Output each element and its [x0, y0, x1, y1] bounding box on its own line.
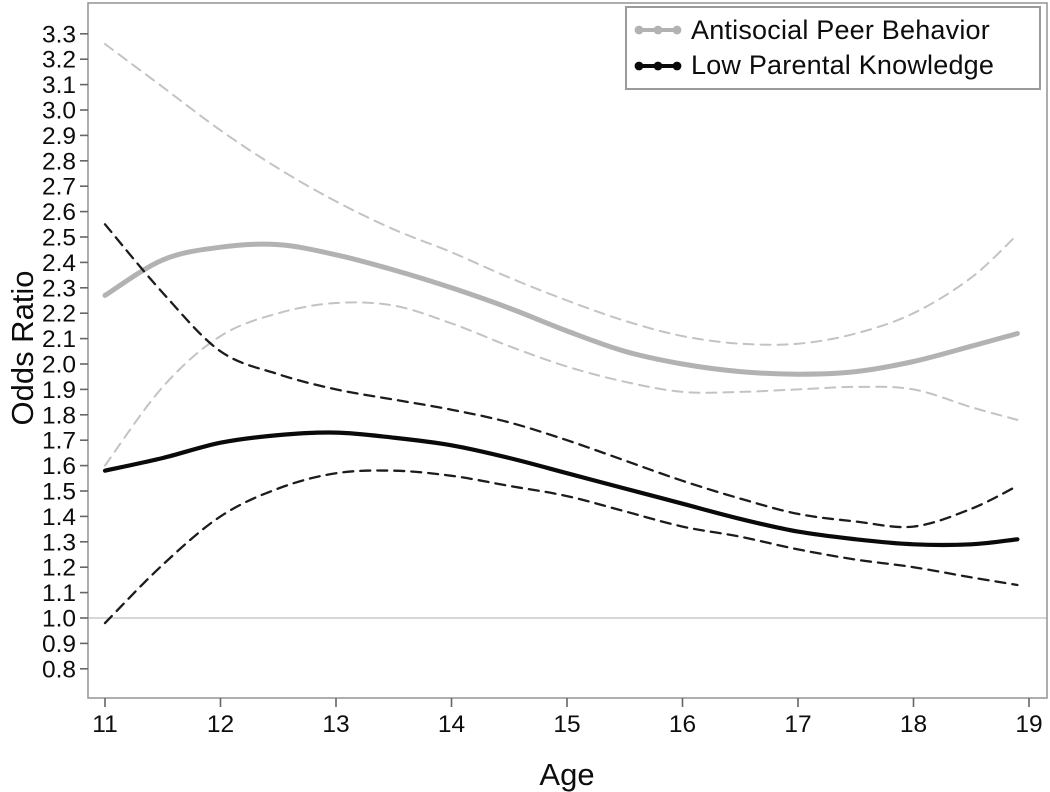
x-axis-tick-label: 15 — [553, 711, 580, 738]
x-axis-title: Age — [539, 757, 594, 792]
legend-label: Antisocial Peer Behavior — [691, 14, 990, 45]
y-axis-tick-label: 2.6 — [42, 199, 76, 226]
plot-frame — [87, 2, 1048, 699]
x-axis-tick-label: 14 — [438, 711, 465, 738]
y-axis-tick-label: 1.7 — [42, 428, 76, 455]
y-axis-tick-label: 2.0 — [42, 352, 76, 379]
legend: Antisocial Peer Behavior Low Parental Kn… — [625, 6, 1041, 90]
y-axis-tick-label: 2.7 — [42, 174, 76, 201]
series-line-antisocial-peer-behavior — [102, 241, 1020, 377]
legend-entry-antisocial-peer-behavior: Antisocial Peer Behavior — [634, 14, 1039, 45]
x-axis-tick-label: 12 — [207, 711, 234, 738]
y-axis-title: Odds Ratio — [5, 270, 40, 425]
x-axis-tick-label: 18 — [900, 711, 927, 738]
x-axis-tick-label: 13 — [322, 711, 349, 738]
y-axis-tick-label: 3.0 — [42, 98, 76, 125]
y-axis-tick-label: 2.9 — [42, 123, 76, 150]
y-axis-tick-label: 3.1 — [42, 72, 76, 99]
series-line-antisocial-peer-behavior-95-ci-upper — [104, 43, 1019, 346]
y-axis-tick-label: 1.2 — [42, 555, 76, 582]
y-axis-tick-label: 1.9 — [42, 377, 76, 404]
legend-label: Low Parental Knowledge — [691, 50, 995, 81]
y-axis-tick-label: 2.4 — [42, 250, 76, 277]
x-axis-tick-label: 17 — [784, 711, 811, 738]
y-axis-tick-label: 2.3 — [42, 275, 76, 302]
y-axis-tick-label: 2.8 — [42, 148, 76, 175]
y-axis-tick-label: 2.1 — [42, 326, 76, 353]
y-axis-tick-label: 2.5 — [42, 225, 76, 252]
series-layer — [102, 43, 1020, 625]
x-axis-tick-label: 11 — [92, 711, 117, 738]
y-axis-tick-label: 2.2 — [42, 301, 76, 328]
y-axis-tick-label: 1.5 — [42, 479, 76, 506]
gray-line-marker-icon — [634, 25, 682, 35]
series-line-low-parental-knowledge-95-ci-lower — [103, 469, 1019, 625]
x-axis-tick-label: 16 — [669, 711, 696, 738]
axis-ticks-layer — [80, 32, 1030, 707]
y-axis-tick-label: 1.0 — [42, 606, 76, 633]
x-axis-tick-label: 19 — [1015, 711, 1042, 738]
series-line-low-parental-knowledge-95-ci-upper — [103, 223, 1019, 529]
y-axis-tick-label: 3.2 — [42, 47, 76, 74]
y-axis-tick-label: 0.9 — [42, 631, 76, 658]
y-axis-tick-label: 1.3 — [42, 529, 76, 556]
axes-frame-layer — [87, 2, 1048, 699]
y-axis-tick-label: 1.6 — [42, 453, 76, 480]
y-axis-tick-label: 3.3 — [42, 21, 76, 48]
axis-tick-labels-layer: 3.33.23.13.02.92.82.72.62.52.42.32.22.12… — [42, 21, 1043, 738]
y-axis-tick-label: 0.8 — [42, 656, 76, 683]
series-line-antisocial-peer-behavior-95-ci-lower — [104, 301, 1019, 467]
y-axis-tick-label: 1.1 — [42, 580, 76, 607]
black-line-marker-icon — [634, 61, 682, 71]
series-line-low-parental-knowledge — [102, 430, 1020, 548]
y-axis-tick-label: 1.8 — [42, 402, 76, 429]
y-axis-tick-label: 1.4 — [42, 504, 76, 531]
legend-entry-low-parental-knowledge: Low Parental Knowledge — [634, 52, 1039, 79]
